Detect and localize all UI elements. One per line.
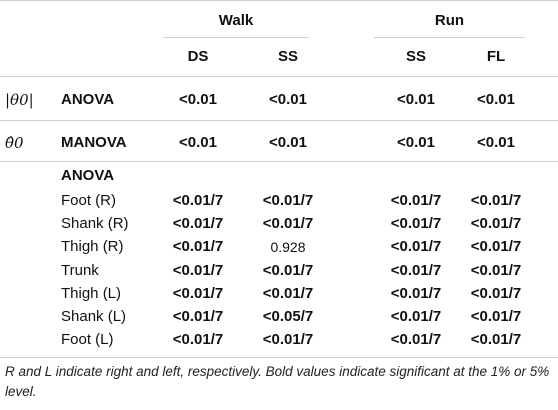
cell-r9-ss-walk: <0.01/7 bbox=[262, 331, 314, 348]
cell-r3-ds: <0.01/7 bbox=[172, 192, 224, 209]
cell-r7-ss-run: <0.01/7 bbox=[390, 285, 442, 302]
cell-r8-ss-walk: <0.05/7 bbox=[262, 308, 314, 325]
cell-r4-fl: <0.01/7 bbox=[470, 215, 522, 232]
cell-r1-ds: <0.01 bbox=[179, 134, 217, 151]
cell-r5-ss-walk: 0.928 bbox=[270, 239, 306, 255]
header-bottom-rule bbox=[0, 76, 558, 77]
group-header-run: Run bbox=[434, 12, 465, 29]
cell-r9-ss-run: <0.01/7 bbox=[390, 331, 442, 348]
run-group-underline bbox=[374, 37, 525, 38]
cell-r9-fl: <0.01/7 bbox=[470, 331, 522, 348]
row-label-thigh-r: Thigh (R) bbox=[61, 238, 124, 255]
cell-r7-ss-walk: <0.01/7 bbox=[262, 285, 314, 302]
table-footnote: R and L indicate right and left, respect… bbox=[5, 364, 550, 399]
cell-r4-ss-walk: <0.01/7 bbox=[262, 215, 314, 232]
group-header-walk: Walk bbox=[218, 12, 254, 29]
walk-group-underline bbox=[163, 37, 309, 38]
cell-r1-ss-walk: <0.01 bbox=[269, 134, 307, 151]
symbol-abs-theta0: |θ0| bbox=[5, 91, 34, 109]
cell-r6-ss-walk: <0.01/7 bbox=[262, 262, 314, 279]
cell-r4-ds: <0.01/7 bbox=[172, 215, 224, 232]
cell-r6-ds: <0.01/7 bbox=[172, 262, 224, 279]
symbol-theta-hat0: θ̂0 bbox=[5, 134, 24, 152]
cell-r8-ss-run: <0.01/7 bbox=[390, 308, 442, 325]
row-label-manova: MANOVA bbox=[61, 134, 127, 151]
cell-r6-fl: <0.01/7 bbox=[470, 262, 522, 279]
cell-r4-ss-run: <0.01/7 bbox=[390, 215, 442, 232]
table-bottom-rule bbox=[0, 357, 558, 358]
cell-r5-ds: <0.01/7 bbox=[172, 238, 224, 255]
cell-r6-ss-run: <0.01/7 bbox=[390, 262, 442, 279]
cell-r5-fl: <0.01/7 bbox=[470, 238, 522, 255]
row-label-thigh-l: Thigh (L) bbox=[61, 285, 122, 302]
cell-r3-ss-run: <0.01/7 bbox=[390, 192, 442, 209]
cell-r1-ss-run: <0.01 bbox=[397, 134, 435, 151]
cell-r3-ss-walk: <0.01/7 bbox=[262, 192, 314, 209]
cell-r0-ds: <0.01 bbox=[179, 91, 217, 108]
col-header-ss-walk: SS bbox=[277, 48, 298, 65]
col-header-fl: FL bbox=[486, 48, 506, 65]
row-rule-2 bbox=[0, 161, 558, 162]
cell-r3-fl: <0.01/7 bbox=[470, 192, 522, 209]
row-label-foot-r: Foot (R) bbox=[61, 192, 117, 209]
row-label-shank-l: Shank (L) bbox=[61, 308, 127, 325]
cell-r0-fl: <0.01 bbox=[477, 91, 515, 108]
col-header-ds: DS bbox=[187, 48, 209, 65]
cell-r5-ss-run: <0.01/7 bbox=[390, 238, 442, 255]
row-rule-1 bbox=[0, 120, 558, 121]
cell-r1-fl: <0.01 bbox=[477, 134, 515, 151]
cell-r7-fl: <0.01/7 bbox=[470, 285, 522, 302]
cell-r0-ss-walk: <0.01 bbox=[269, 91, 307, 108]
cell-r8-fl: <0.01/7 bbox=[470, 308, 522, 325]
top-rule bbox=[0, 0, 558, 1]
col-header-ss-run: SS bbox=[405, 48, 426, 65]
cell-r9-ds: <0.01/7 bbox=[172, 331, 224, 348]
cell-r7-ds: <0.01/7 bbox=[172, 285, 224, 302]
row-label-foot-l: Foot (L) bbox=[61, 331, 114, 348]
row-label-anova-1: ANOVA bbox=[61, 91, 115, 108]
cell-r8-ds: <0.01/7 bbox=[172, 308, 224, 325]
row-label-trunk: Trunk bbox=[61, 262, 99, 279]
row-label-anova-2: ANOVA bbox=[61, 167, 115, 184]
row-label-shank-r: Shank (R) bbox=[61, 215, 129, 232]
cell-r0-ss-run: <0.01 bbox=[397, 91, 435, 108]
